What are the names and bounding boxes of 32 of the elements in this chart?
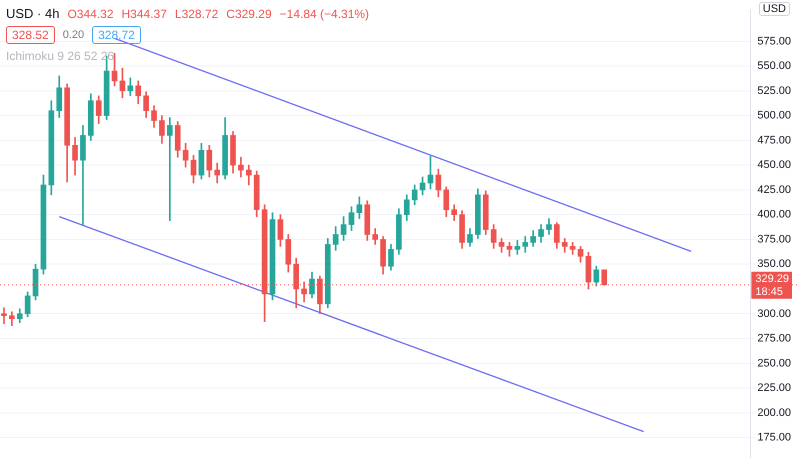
annotation: 328.72 bbox=[92, 26, 141, 44]
annotation: Ichimoku 9 26 52 26 bbox=[6, 49, 116, 63]
annotation: 0.20 bbox=[62, 29, 84, 41]
annotation: H344.37 bbox=[122, 6, 167, 20]
candlestick bbox=[506, 242, 512, 257]
y-tick-label: 175.00 bbox=[757, 432, 792, 444]
y-tick-label: 425.00 bbox=[757, 184, 792, 196]
text: 18:45 bbox=[755, 286, 783, 298]
y-tick-label: 500.00 bbox=[757, 110, 792, 122]
y-axis-title: USD bbox=[758, 2, 790, 16]
y-tick-label: 225.00 bbox=[757, 382, 792, 394]
chart-title: USD · 4h bbox=[6, 6, 60, 21]
y-tick-label: 275.00 bbox=[757, 332, 792, 345]
y-tick-label: 400.00 bbox=[757, 208, 792, 221]
y-tick-label: 200.00 bbox=[757, 406, 792, 419]
y-tick-label: 375.00 bbox=[757, 233, 792, 246]
y-tick-label: 525.00 bbox=[757, 84, 792, 97]
candlestick bbox=[80, 125, 86, 225]
y-tick-label: 475.00 bbox=[757, 134, 792, 146]
annotation: C329.29 bbox=[226, 6, 272, 20]
candlestick bbox=[1, 307, 7, 324]
y-tick-label: 350.00 bbox=[757, 258, 792, 270]
ref-line-label: 329.29 bbox=[755, 272, 790, 285]
y-tick-label: 575.00 bbox=[757, 35, 792, 48]
y-tick-label: 300.00 bbox=[757, 308, 792, 320]
annotation: −14.84 (−4.31%) bbox=[280, 6, 370, 20]
annotation: L328.72 bbox=[174, 6, 218, 20]
annotation: O344.32 bbox=[67, 6, 114, 20]
annotation: 328.52 bbox=[6, 26, 55, 44]
y-tick-label: 450.00 bbox=[757, 159, 792, 172]
y-tick-label: 550.00 bbox=[757, 60, 792, 72]
y-tick-label: 250.00 bbox=[757, 357, 792, 370]
